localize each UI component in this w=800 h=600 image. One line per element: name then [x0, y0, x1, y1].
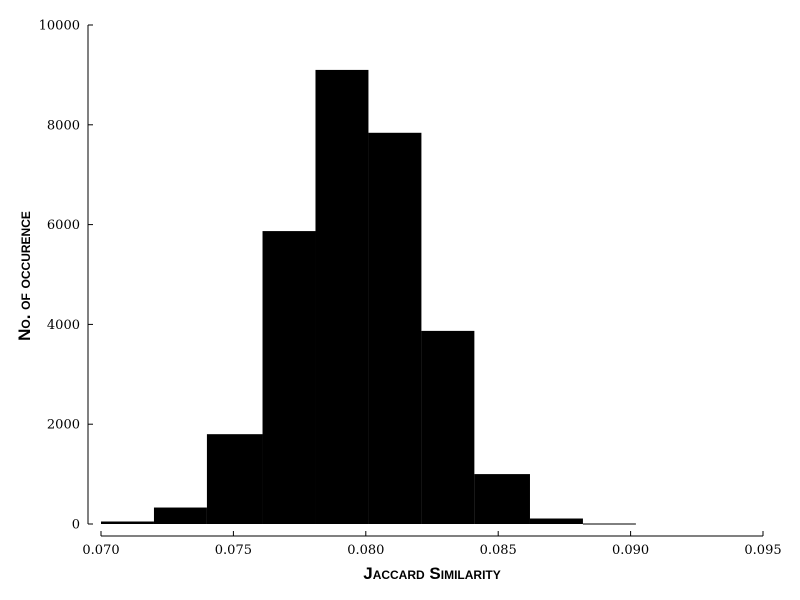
y-tick-label: 8000 — [47, 118, 80, 133]
x-axis-title: Jaccard Similarity — [363, 564, 501, 583]
y-axis-ticks: 0 2000 4000 6000 8000 10000 — [39, 19, 93, 533]
histogram-bar-7 — [474, 474, 530, 524]
histogram-bar-3 — [262, 231, 316, 524]
x-tick-label: 0.090 — [612, 543, 649, 558]
y-tick-label: 2000 — [47, 418, 80, 433]
y-tick-label: 4000 — [47, 318, 80, 333]
x-tick-label: 0.085 — [480, 543, 517, 558]
histogram-bars — [101, 69, 636, 525]
y-tick-label: 6000 — [47, 218, 80, 233]
y-tick-label: 0 — [72, 518, 80, 533]
histogram-bar-9 — [582, 523, 636, 525]
histogram-bar-2 — [206, 434, 263, 524]
histogram-bar-8 — [529, 518, 583, 524]
x-axis-ticks: 0.070 0.075 0.080 0.085 0.090 0.095 — [82, 531, 782, 558]
histogram-bar-0 — [101, 521, 154, 524]
y-axis-title: No. of occurence — [15, 211, 34, 341]
histogram-bar-4 — [315, 69, 369, 524]
x-tick-label: 0.070 — [82, 543, 119, 558]
x-tick-label: 0.095 — [744, 543, 781, 558]
x-tick-label: 0.075 — [215, 543, 252, 558]
histogram-bar-6 — [421, 330, 475, 524]
y-tick-label: 10000 — [39, 19, 80, 34]
histogram-bar-5 — [368, 132, 422, 524]
histogram-bar-1 — [153, 507, 207, 524]
x-tick-label: 0.080 — [347, 543, 384, 558]
